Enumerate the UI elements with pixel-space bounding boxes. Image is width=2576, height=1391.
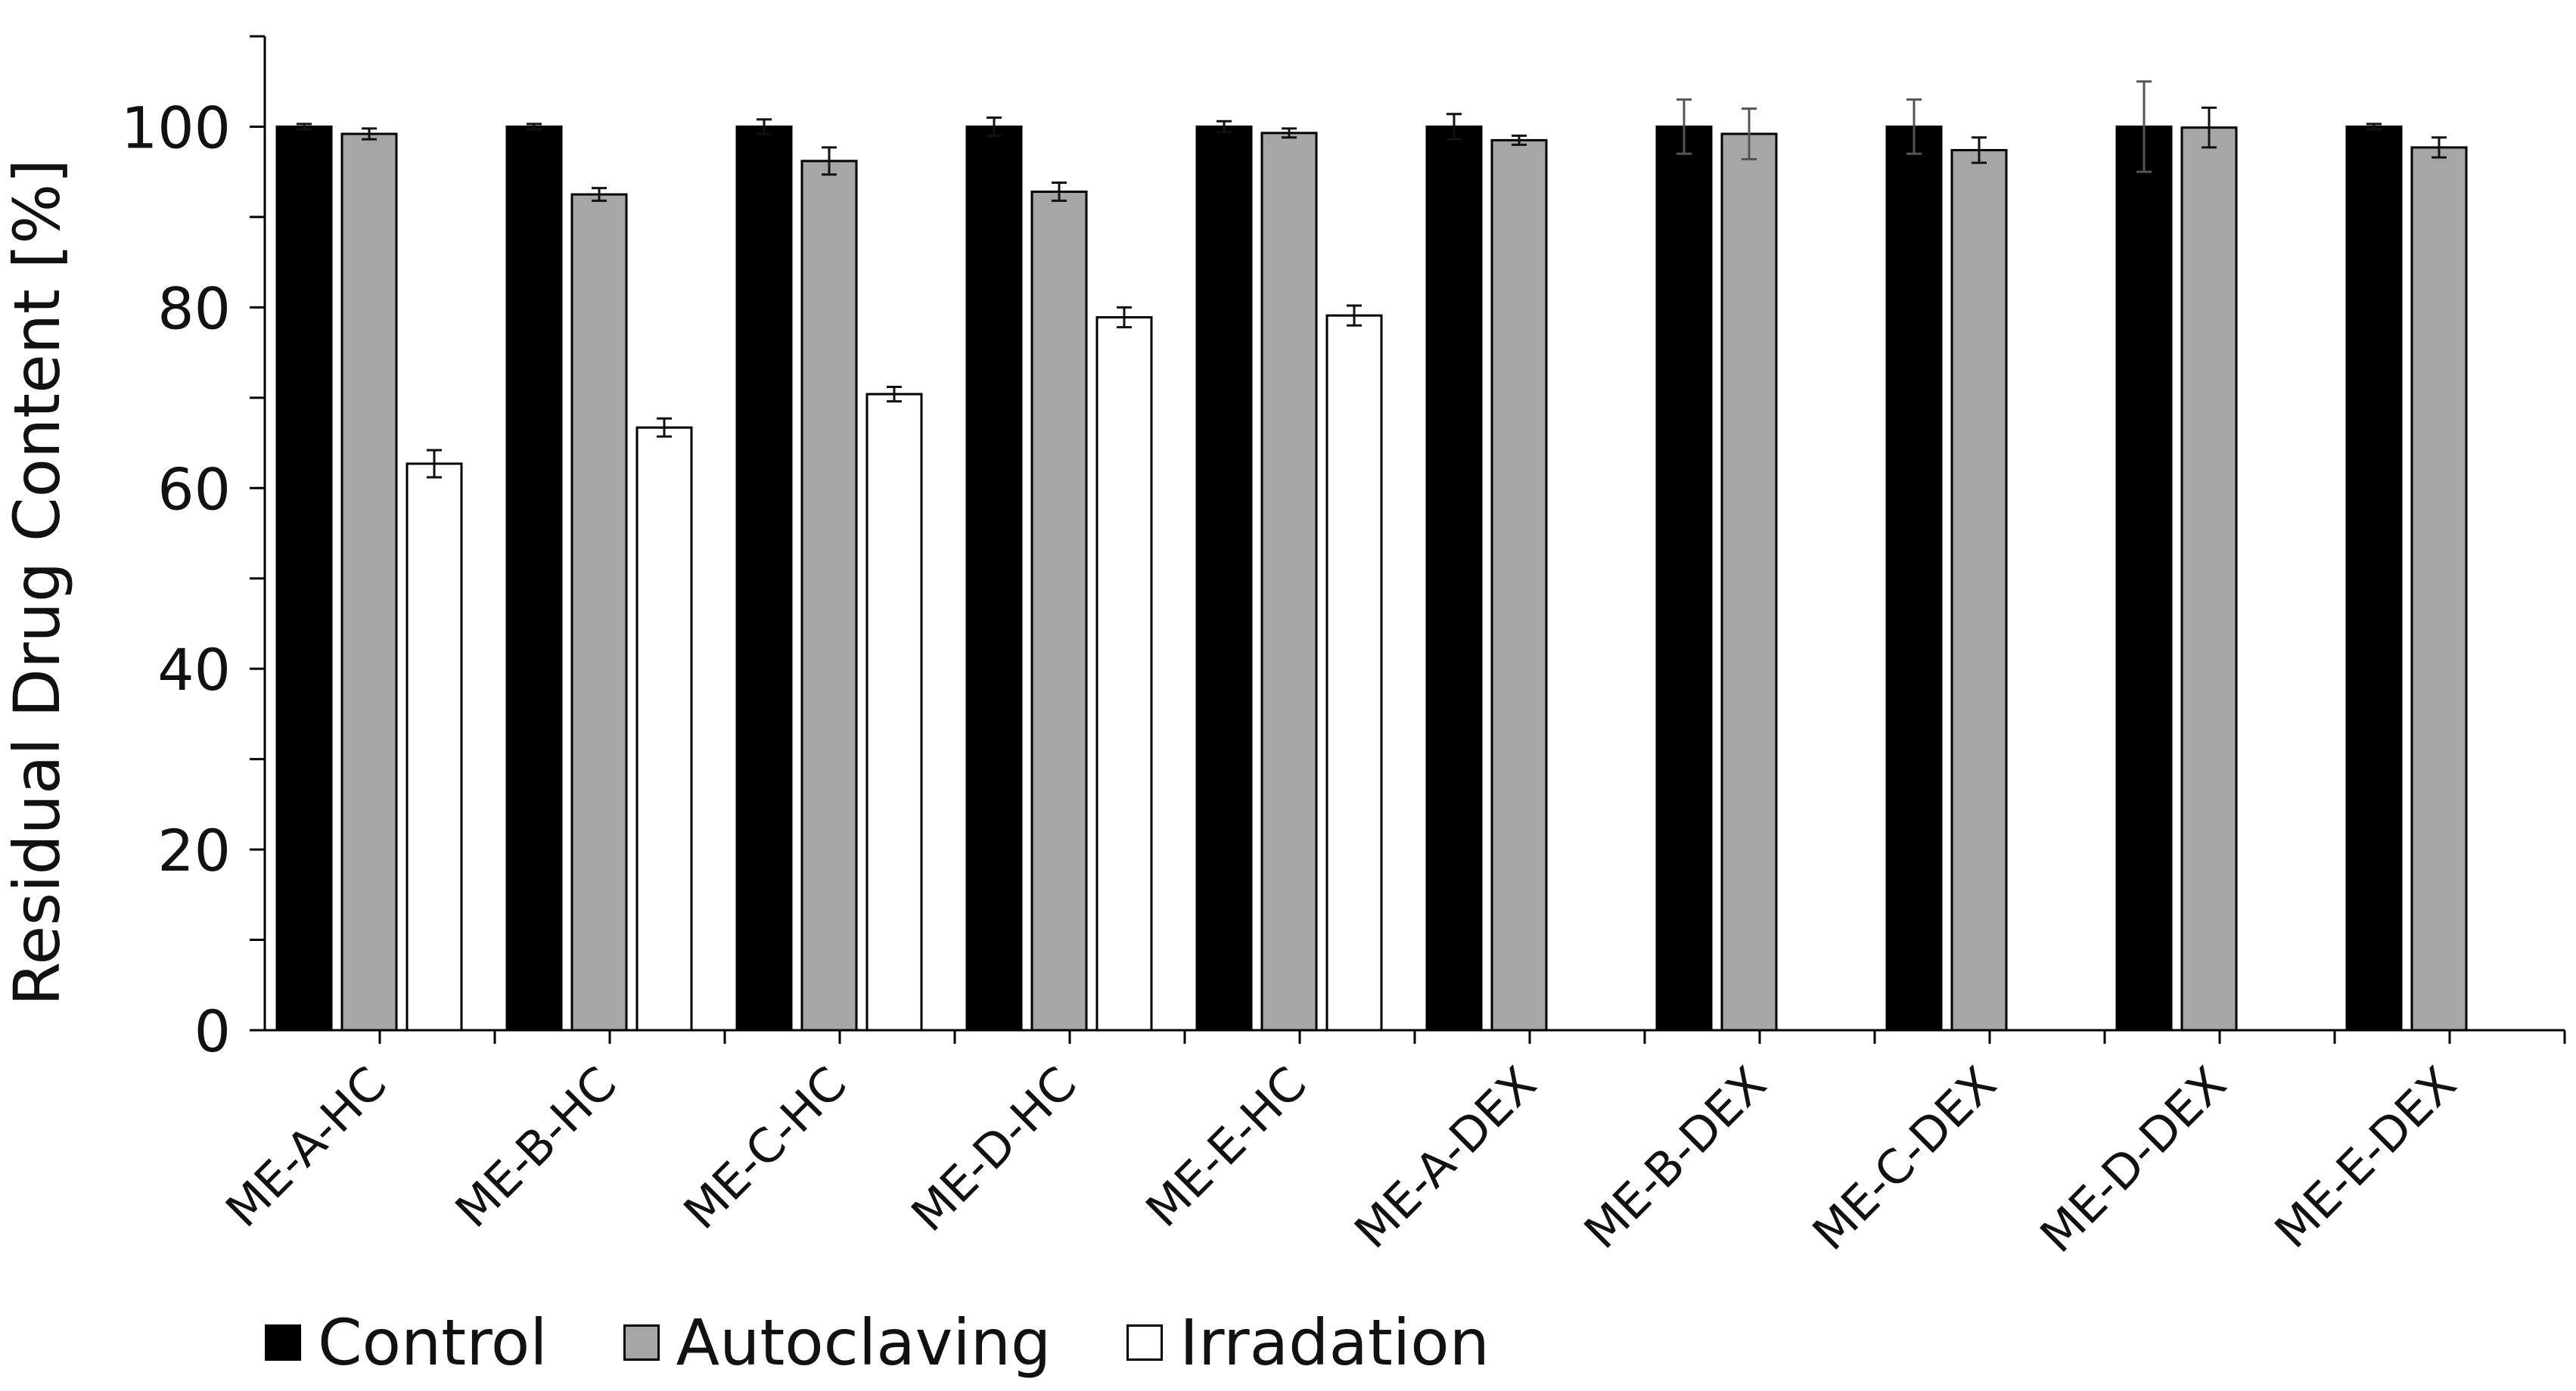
x-tick-label-me-b-dex: ME-B-DEX (1574, 1056, 1777, 1259)
y-axis-label: Residual Drug Content [%] (0, 159, 74, 1006)
x-tick-label-me-a-hc: ME-A-HC (215, 1056, 396, 1237)
x-tick-label-me-d-hc: ME-D-HC (900, 1056, 1086, 1242)
bar-autoclaving-me-c-hc (800, 160, 858, 1032)
bar-irradation-me-d-hc (1095, 316, 1153, 1032)
bar-autoclaving-me-e-hc (1260, 132, 1318, 1032)
x-tick-label-me-c-dex: ME-C-DEX (1802, 1056, 2007, 1261)
bar-autoclaving-me-c-dex (1950, 149, 2008, 1032)
x-tick-label-me-e-hc: ME-E-HC (1136, 1056, 1317, 1237)
y-tick-label-80: 80 (157, 275, 231, 342)
legend: Control Autoclaving Irradation (265, 1305, 1565, 1380)
bar-control-me-e-dex (2345, 125, 2403, 1032)
bar-control-me-d-dex (2115, 125, 2173, 1032)
bar-autoclaving-me-e-dex (2410, 146, 2468, 1032)
bar-autoclaving-me-b-dex (1720, 132, 1778, 1032)
y-tick-label-60: 60 (157, 455, 231, 523)
legend-label-irradation: Irradation (1179, 1306, 1490, 1380)
bar-irradation-me-b-hc (635, 426, 693, 1032)
legend-item-control: Control (265, 1306, 548, 1380)
bar-control-me-e-hc (1195, 125, 1253, 1032)
legend-swatch-irradation (1126, 1324, 1164, 1361)
y-tick-label-0: 0 (194, 998, 231, 1065)
bar-irradation-me-c-hc (865, 393, 923, 1032)
bars-layer (275, 80, 2468, 1032)
y-tick-label-100: 100 (121, 94, 231, 161)
bar-autoclaving-me-a-dex (1490, 138, 1548, 1032)
legend-item-autoclaving: Autoclaving (623, 1306, 1052, 1380)
bar-irradation-me-a-hc (406, 462, 463, 1032)
x-tick-label-me-a-dex: ME-A-DEX (1344, 1056, 1546, 1259)
legend-label-autoclaving: Autoclaving (676, 1306, 1052, 1380)
legend-swatch-control (265, 1324, 301, 1361)
y-tick-label-40: 40 (157, 636, 231, 703)
bar-control-me-b-dex (1655, 125, 1713, 1032)
bar-autoclaving-me-d-hc (1030, 190, 1088, 1032)
legend-label-control: Control (318, 1306, 548, 1380)
bar-autoclaving-me-a-hc (340, 132, 398, 1032)
bar-control-me-c-hc (735, 125, 793, 1032)
bar-autoclaving-me-b-hc (570, 193, 628, 1032)
bar-control-me-a-hc (275, 125, 333, 1032)
bar-control-me-a-dex (1425, 125, 1483, 1032)
legend-swatch-autoclaving (623, 1324, 660, 1361)
bar-irradation-me-e-hc (1325, 314, 1383, 1032)
legend-item-irradation: Irradation (1126, 1306, 1490, 1380)
y-tick-label-20: 20 (157, 817, 231, 884)
bar-control-me-c-dex (1885, 125, 1943, 1032)
x-tick-label-me-b-hc: ME-B-HC (445, 1056, 627, 1238)
x-tick-label-me-c-hc: ME-C-HC (673, 1056, 857, 1240)
bar-autoclaving-me-d-dex (2180, 126, 2238, 1032)
bar-control-me-d-hc (965, 125, 1023, 1032)
x-tick-label-me-e-dex: ME-E-DEX (2264, 1056, 2467, 1259)
x-tick-label-me-d-dex: ME-D-DEX (2030, 1056, 2237, 1263)
bar-control-me-b-hc (505, 125, 563, 1032)
